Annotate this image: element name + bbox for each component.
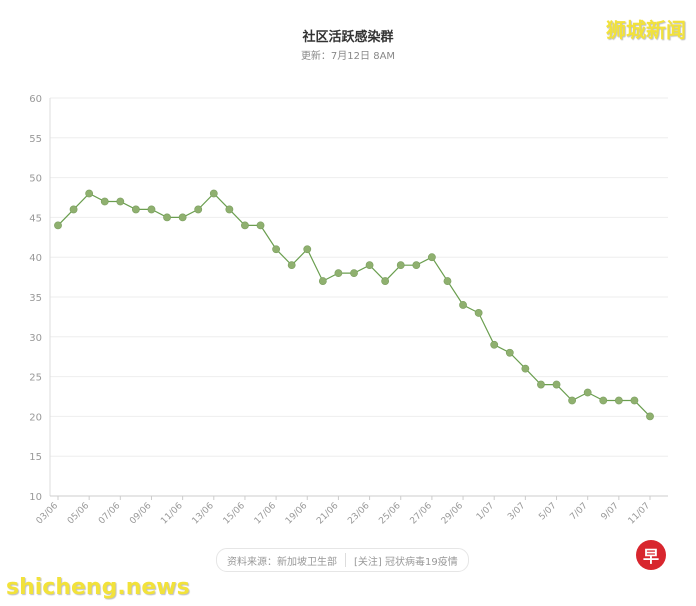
y-tick-label: 30: [29, 333, 42, 344]
x-tick-label: 25/06: [377, 501, 403, 527]
series-line: [57, 192, 651, 417]
x-tick-label: 13/06: [190, 501, 216, 527]
y-tick-label: 20: [29, 412, 42, 423]
data-point: [178, 213, 187, 222]
data-point: [552, 380, 561, 389]
data-point: [256, 221, 265, 230]
data-point: [583, 388, 592, 397]
data-point: [427, 253, 436, 262]
data-point: [287, 261, 296, 270]
y-tick-label: 45: [29, 213, 42, 224]
x-tick-label: 29/06: [440, 501, 466, 527]
data-point: [537, 380, 545, 389]
data-point: [614, 396, 623, 405]
data-point: [100, 197, 109, 206]
data-point: [568, 396, 577, 405]
y-tick-label: 10: [29, 492, 42, 503]
data-point: [163, 213, 171, 222]
y-tick-label: 60: [29, 94, 42, 105]
data-point: [272, 245, 281, 254]
x-tick-label: 3/07: [506, 501, 527, 522]
data-point: [85, 189, 94, 198]
x-tick-label: 11/07: [627, 501, 652, 526]
y-tick-label: 40: [29, 253, 42, 264]
data-point: [350, 269, 358, 278]
follow-topic-link[interactable]: [关注] 冠状病毒19疫情: [354, 556, 458, 568]
data-point: [116, 197, 125, 206]
chart-subtitle: 更新：7月12日 8AM: [300, 51, 396, 62]
x-tick-label: 15/06: [222, 501, 248, 527]
data-point: [194, 205, 203, 214]
x-tick-label: 9/07: [600, 501, 621, 522]
x-tick-label: 27/06: [409, 501, 435, 527]
x-tick-label: 19/06: [284, 501, 310, 527]
x-tick-label: 11/06: [159, 501, 185, 527]
x-tick-label: 21/06: [315, 501, 341, 527]
data-point: [365, 261, 374, 270]
data-point: [209, 189, 218, 198]
data-point: [521, 364, 530, 373]
watermark-brand-top: 狮城新闻: [606, 18, 686, 42]
data-point: [147, 205, 156, 214]
y-tick-label: 50: [29, 174, 42, 185]
data-point: [459, 301, 467, 309]
x-tick-label: 23/06: [346, 501, 372, 527]
data-point: [490, 340, 499, 349]
data-point: [396, 261, 405, 270]
x-tick-label: 1/07: [475, 501, 496, 522]
y-tick-label: 35: [29, 293, 42, 304]
data-point: [630, 396, 639, 405]
data-point: [225, 205, 234, 214]
data-point: [318, 277, 327, 285]
zaobao-logo-glyph: 早: [642, 547, 659, 566]
zaobao-logo[interactable]: 早: [636, 540, 666, 570]
data-point: [505, 348, 514, 357]
y-tick-label: 15: [29, 452, 42, 463]
chart-title: 社区活跃感染群: [302, 30, 394, 45]
data-point: [241, 221, 249, 230]
data-point: [474, 309, 483, 317]
data-point: [334, 269, 343, 278]
source-text: 资料来源：新加坡卫生部: [227, 556, 337, 568]
data-point: [412, 261, 421, 270]
data-point: [131, 205, 140, 214]
source-divider: [345, 553, 346, 567]
data-point: [54, 221, 62, 230]
y-tick-label: 55: [29, 134, 42, 145]
x-tick-label: 7/07: [568, 501, 589, 522]
data-point: [69, 205, 78, 214]
x-tick-label: 17/06: [253, 501, 279, 527]
source-bar[interactable]: 资料来源：新加坡卫生部 [关注] 冠状病毒19疫情: [216, 548, 469, 572]
x-tick-label: 05/06: [66, 501, 92, 527]
x-tick-label: 5/07: [537, 501, 558, 522]
y-tick-label: 25: [29, 373, 42, 384]
data-point: [646, 412, 654, 421]
x-tick-label: 09/06: [128, 501, 154, 527]
data-point: [599, 396, 608, 405]
watermark-brand-bottom: shicheng.news: [6, 575, 190, 600]
data-point: [443, 277, 452, 285]
x-tick-label: 03/06: [35, 501, 61, 527]
data-point: [381, 277, 390, 285]
x-tick-label: 07/06: [97, 501, 123, 527]
data-point: [303, 245, 312, 254]
